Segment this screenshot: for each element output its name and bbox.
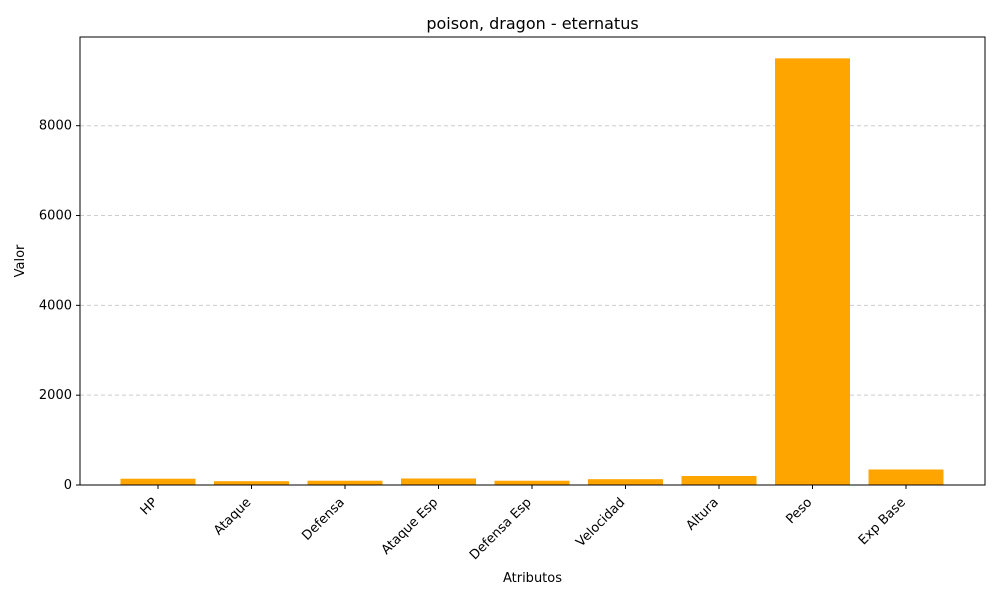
bar-ataque-esp bbox=[401, 478, 476, 485]
x-tick-label: Altura bbox=[684, 495, 722, 533]
bar-velocidad bbox=[588, 479, 663, 485]
y-tick-label: 8000 bbox=[39, 119, 72, 134]
chart-title: poison, dragon - eternatus bbox=[426, 14, 638, 33]
bar-altura bbox=[681, 476, 757, 485]
x-tick-label: Defensa Esp bbox=[467, 495, 535, 563]
x-tick-label: Ataque bbox=[211, 495, 254, 538]
y-tick-label: 0 bbox=[64, 478, 72, 493]
bar-peso bbox=[775, 58, 850, 485]
x-tick-label: Velocidad bbox=[573, 495, 628, 550]
y-tick-label: 4000 bbox=[39, 298, 72, 313]
y-axis-label: Valor bbox=[13, 244, 28, 277]
x-tick-label: Ataque Esp bbox=[379, 495, 442, 558]
bar-hp bbox=[120, 478, 196, 485]
bar-defensa-esp bbox=[494, 480, 570, 485]
bar-exp-base bbox=[868, 469, 944, 485]
y-tick-label: 6000 bbox=[39, 209, 72, 224]
x-tick-label: Exp Base bbox=[856, 495, 909, 548]
y-tick-label: 2000 bbox=[39, 388, 72, 403]
x-tick-label: Peso bbox=[783, 495, 815, 527]
bar-defensa bbox=[307, 480, 383, 485]
bars bbox=[120, 58, 944, 485]
x-tick-label: HP bbox=[138, 495, 161, 518]
bar-ataque bbox=[214, 481, 289, 485]
x-tick-label: Defensa bbox=[299, 495, 347, 543]
x-axis-label: Atributos bbox=[503, 571, 562, 586]
